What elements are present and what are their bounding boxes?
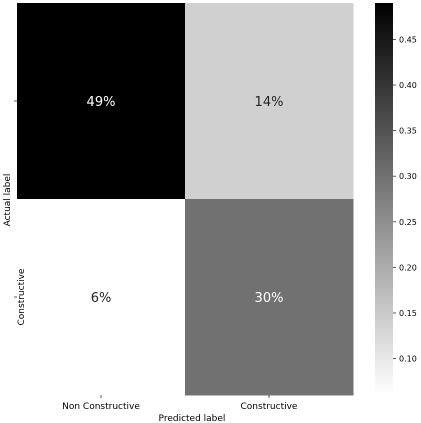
colorbar-tick-label: 0.35	[399, 127, 417, 136]
heatmap-cell	[185, 3, 354, 200]
x-tick-label: Constructive	[241, 402, 298, 412]
colorbar-tick-label: 0.40	[399, 81, 417, 90]
cell-value-label: 49%	[87, 95, 116, 110]
colorbar-ticks: 0.10 0.15 0.20 0.25 0.30 0.35 0.40 0.45	[393, 35, 417, 364]
y-axis-label: Actual label	[3, 174, 13, 227]
colorbar-tick-label: 0.20	[399, 263, 417, 272]
x-tick-label: Non Constructive	[62, 402, 140, 412]
x-axis-label: Predicted label	[159, 414, 226, 423]
y-axis-ticks: Non Constructive Constructive	[14, 62, 27, 325]
cell-value-label: 30%	[255, 291, 284, 306]
y-tick-label: Constructive	[17, 268, 27, 325]
colorbar-tick-label: 0.10	[399, 355, 417, 364]
y-tick-label: Non Constructive	[17, 62, 27, 140]
colorbar-tick-label: 0.30	[399, 172, 417, 181]
cell-value-label: 6%	[91, 291, 112, 306]
colorbar-tick-label: 0.45	[399, 35, 417, 44]
heatmap-cell	[17, 3, 186, 200]
colorbar	[375, 3, 393, 395]
heatmap-cell	[17, 199, 186, 396]
cell-value-label: 14%	[255, 95, 284, 110]
heatmap-cell	[185, 199, 354, 396]
heatmap-annotations: 49% 14% 6% 30%	[87, 95, 284, 306]
x-axis-ticks: Non Constructive Constructive	[62, 395, 298, 412]
heatmap-cells	[17, 3, 354, 396]
colorbar-tick-label: 0.15	[399, 309, 417, 318]
colorbar-tick-label: 0.25	[399, 218, 417, 227]
